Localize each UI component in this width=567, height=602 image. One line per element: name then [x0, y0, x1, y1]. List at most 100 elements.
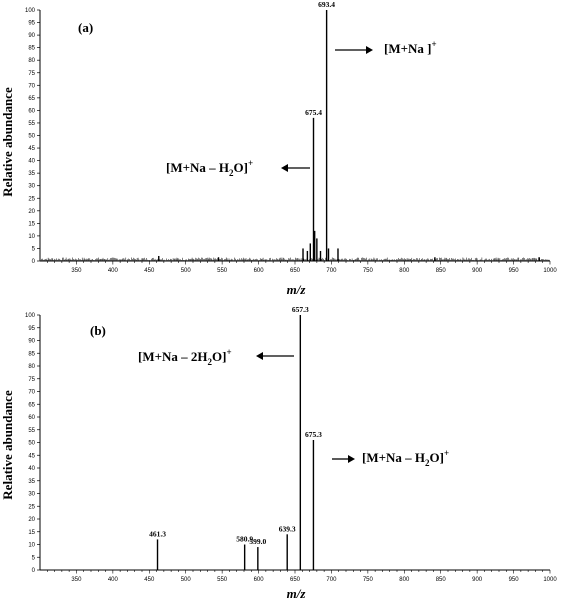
x-tick-label: 550 — [217, 268, 228, 274]
x-tick-label: 850 — [436, 577, 447, 583]
x-tick-label: 750 — [363, 577, 374, 583]
y-tick-label: 40 — [28, 466, 35, 472]
x-tick-label: 800 — [399, 577, 410, 583]
y-tick-label: 15 — [28, 530, 35, 536]
panel-a-x-axis-title: m/z — [287, 282, 307, 297]
x-tick-label: 350 — [71, 577, 82, 583]
y-tick-label: 85 — [28, 351, 35, 357]
x-tick-label: 800 — [399, 268, 410, 274]
panel-a: 0 5 10 15 20 25 30 35 40 45 50 55 60 65 70 75 80 85 90 95 10… — [0, 0, 557, 297]
peak-label: 675.3 — [305, 430, 322, 439]
panel-a-y-ticks: 0 5 10 15 20 25 30 35 40 45 50 55 60 65 70 75 80 85 90 95 10… — [25, 8, 40, 265]
y-tick-label: 85 — [28, 46, 35, 52]
svg-text:[M+Na – 2H2O]+: [M+Na – 2H2O]+ — [138, 347, 232, 367]
y-tick-label: 0 — [32, 568, 36, 574]
x-tick-label: 500 — [181, 577, 192, 583]
y-tick-label: 20 — [28, 209, 35, 215]
y-tick-label: 95 — [28, 326, 35, 332]
peak-label: 461.3 — [149, 529, 166, 538]
peak-label: 693.4 — [318, 0, 335, 9]
x-tick-label: 600 — [254, 577, 265, 583]
panel-a-baseline-noise — [41, 257, 550, 261]
panel-a-x-ticks: 350 400 450 500 550 600 650 700 750 800 850 900 950 1… — [46, 261, 557, 274]
panel-b: 0 5 10 15 20 25 30 35 40 45 50 55 60 65 70 75 80 85 90 95 10… — [0, 305, 557, 601]
y-tick-label: 30 — [28, 184, 35, 190]
svg-text:[M+Na – H2O]+: [M+Na – H2O]+ — [166, 158, 253, 178]
y-tick-label: 65 — [28, 96, 35, 102]
annot-a2-after: O] — [234, 160, 248, 175]
baseline-noise — [41, 257, 550, 261]
x-tick-label: 450 — [144, 268, 155, 274]
panel-b-annotation-water-loss: [M+Na – H2O]+ — [332, 448, 449, 468]
x-tick-label: 450 — [144, 577, 155, 583]
arrowhead-right-icon — [366, 46, 373, 54]
x-tick-label: 600 — [254, 268, 265, 274]
y-tick-label: 50 — [28, 134, 35, 140]
annot-b1-text: [M+Na – 2H — [138, 349, 208, 364]
panel-a-annotation-water-loss: [M+Na – H2O]+ — [166, 158, 310, 178]
x-tick-label: 700 — [326, 268, 337, 274]
x-tick-label: 500 — [181, 268, 192, 274]
y-tick-label: 80 — [28, 58, 35, 64]
annot-b2-text: [M+Na – H — [362, 450, 425, 465]
x-tick-label: 700 — [326, 577, 337, 583]
svg-text:[M+Na ]+: [M+Na ]+ — [384, 39, 437, 56]
x-tick-label: 950 — [509, 577, 520, 583]
peak-label: 580.9 — [236, 535, 253, 544]
x-tick-label: 900 — [472, 268, 483, 274]
y-tick-label: 35 — [28, 171, 35, 177]
annot-a2-sub: 2 — [229, 168, 234, 178]
arrowhead-left-icon — [281, 164, 288, 172]
x-tick-label: 1000 — [543, 577, 557, 583]
panel-a-y-axis-title: Relative abundance — [0, 87, 15, 197]
y-tick-label: 70 — [28, 83, 35, 89]
y-tick-label: 100 — [25, 313, 36, 319]
y-tick-label: 65 — [28, 402, 35, 408]
y-tick-label: 55 — [28, 428, 35, 434]
y-tick-label: 10 — [28, 234, 35, 240]
y-tick-label: 40 — [28, 159, 35, 165]
y-tick-label: 75 — [28, 377, 35, 383]
annot-a2-text: [M+Na – H — [166, 160, 229, 175]
x-tick-label: 750 — [363, 268, 374, 274]
annot-b2-after: O] — [430, 450, 444, 465]
y-tick-label: 45 — [28, 453, 35, 459]
annot-b1-sub: 2 — [208, 357, 213, 367]
x-tick-label: 900 — [472, 577, 483, 583]
x-tick-label: 950 — [509, 268, 520, 274]
panel-b-y-axis-title: Relative abundance — [0, 390, 15, 500]
peak-label: 675.4 — [305, 108, 322, 117]
peak-label: 639.3 — [279, 524, 296, 533]
annot-a1-sup: + — [431, 39, 436, 49]
x-tick-label: 650 — [290, 577, 301, 583]
x-tick-label: 400 — [108, 268, 119, 274]
y-tick-label: 25 — [28, 196, 35, 202]
arrowhead-right-icon — [348, 455, 355, 463]
y-tick-label: 50 — [28, 441, 35, 447]
y-tick-label: 5 — [32, 246, 36, 252]
y-tick-label: 80 — [28, 364, 35, 370]
x-tick-label: 850 — [436, 268, 447, 274]
annot-a1-text: [M+Na ] — [384, 41, 431, 56]
panel-a-peak-labels: 675.4 693.4 — [305, 0, 335, 117]
panel-b-label: (b) — [90, 323, 106, 338]
x-tick-label: 650 — [290, 268, 301, 274]
peak-label: 599.0 — [249, 537, 266, 546]
y-tick-label: 60 — [28, 108, 35, 114]
panel-b-x-ticks: 350 400 450 500 550 600 650 700 750 800 850 900 950 1… — [46, 570, 557, 583]
y-tick-label: 35 — [28, 479, 35, 485]
y-tick-label: 45 — [28, 146, 35, 152]
peak-label: 657.3 — [292, 305, 309, 314]
annot-b2-sub: 2 — [425, 458, 430, 468]
panel-a-annotation-molecular-ion: [M+Na ]+ — [335, 39, 437, 56]
panel-b-peaks — [156, 315, 315, 570]
x-tick-label: 350 — [71, 268, 82, 274]
arrowhead-left-icon — [256, 352, 263, 360]
svg-text:[M+Na – H2O]+: [M+Na – H2O]+ — [362, 448, 449, 468]
y-tick-label: 100 — [25, 8, 36, 14]
panel-b-y-ticks: 0 5 10 15 20 25 30 35 40 45 50 55 60 65 70 75 80 85 90 95 10… — [25, 313, 40, 574]
y-tick-label: 90 — [28, 33, 35, 39]
panel-b-annotation-double-water-loss: [M+Na – 2H2O]+ — [138, 347, 294, 367]
